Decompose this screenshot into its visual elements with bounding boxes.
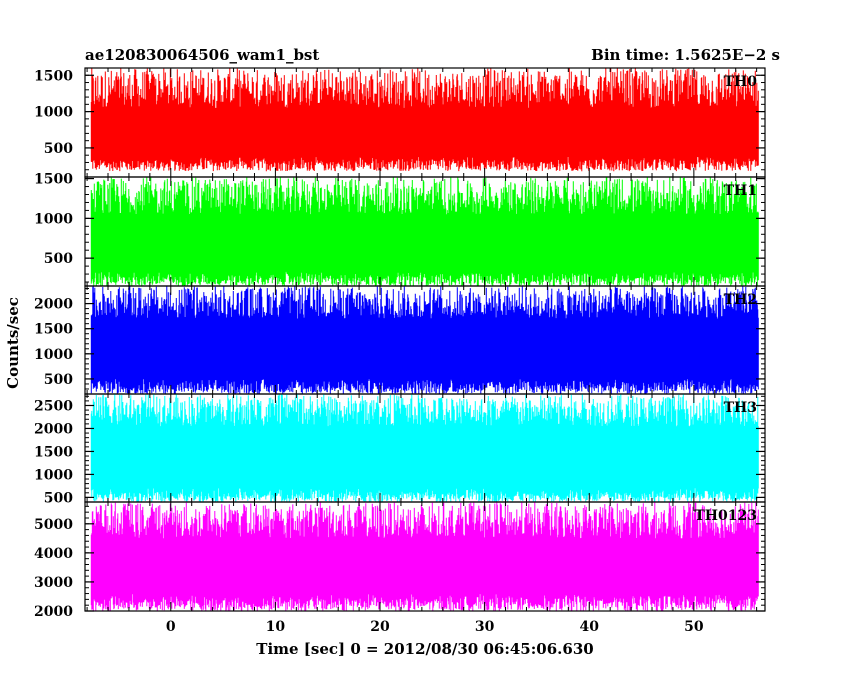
y-tick-label: 2000 bbox=[34, 297, 73, 313]
y-tick-label: 2500 bbox=[34, 398, 73, 414]
y-tick-label: 1500 bbox=[34, 68, 73, 84]
series-label-th2: TH2 bbox=[724, 292, 757, 308]
y-tick-label: 1500 bbox=[34, 322, 73, 338]
chart-title-left: ae120830064506_wam1_bst bbox=[85, 46, 319, 64]
y-tick-label: 500 bbox=[44, 490, 73, 506]
y-tick-label: 1000 bbox=[34, 467, 73, 483]
x-axis-label: Time [sec] 0 = 2012/08/30 06:45:06.630 bbox=[256, 640, 593, 658]
y-tick-label: 2000 bbox=[34, 604, 73, 620]
y-axis-label: Counts/sec bbox=[4, 297, 22, 389]
chart-title-right: Bin time: 1.5625E−2 s bbox=[591, 46, 780, 64]
panel-th0123: 2000 3000 4000 5000 TH0123 bbox=[34, 501, 766, 620]
y-tick-label: 1000 bbox=[34, 347, 73, 363]
series-label-th0: TH0 bbox=[724, 74, 758, 90]
panel-th0123-frame bbox=[84, 501, 766, 612]
series-th0123-trace bbox=[90, 502, 759, 611]
y-tick-label: 1500 bbox=[34, 444, 73, 460]
y-tick-label: 5000 bbox=[34, 517, 73, 533]
series-th3-trace bbox=[90, 394, 759, 502]
y-tick-label: 500 bbox=[44, 372, 73, 388]
series-label-th0123: TH0123 bbox=[694, 508, 757, 524]
panel-th0: 500 1000 1500 TH0 bbox=[34, 67, 766, 178]
panel-th2: 500 1000 1500 2000 TH2 bbox=[34, 285, 766, 395]
x-tick-label: 30 bbox=[475, 619, 495, 635]
series-label-th3: TH3 bbox=[724, 400, 757, 416]
y-tick-label: 500 bbox=[44, 251, 73, 267]
y-tick-label: 3000 bbox=[34, 575, 73, 591]
series-th2-trace bbox=[90, 286, 759, 394]
x-tick-label: 20 bbox=[370, 619, 390, 635]
series-th0-trace bbox=[90, 68, 759, 172]
x-tick-label: 50 bbox=[684, 619, 704, 635]
x-tick-label: 40 bbox=[580, 619, 600, 635]
x-tick-label: 0 bbox=[166, 619, 176, 635]
y-tick-label: 1500 bbox=[34, 172, 73, 188]
series-th1-trace bbox=[90, 177, 759, 286]
panel-th1: 500 1000 1500 TH1 bbox=[34, 172, 766, 287]
series-label-th1: TH1 bbox=[724, 183, 757, 199]
y-tick-label: 4000 bbox=[34, 546, 73, 562]
x-tick-label: 10 bbox=[266, 619, 286, 635]
y-tick-label: 500 bbox=[44, 141, 73, 157]
y-tick-label: 2000 bbox=[34, 421, 73, 437]
y-tick-label: 1000 bbox=[34, 211, 73, 227]
y-tick-label: 1000 bbox=[34, 105, 73, 121]
panel-th3: 500 1000 1500 2000 2500 TH3 bbox=[34, 393, 766, 506]
